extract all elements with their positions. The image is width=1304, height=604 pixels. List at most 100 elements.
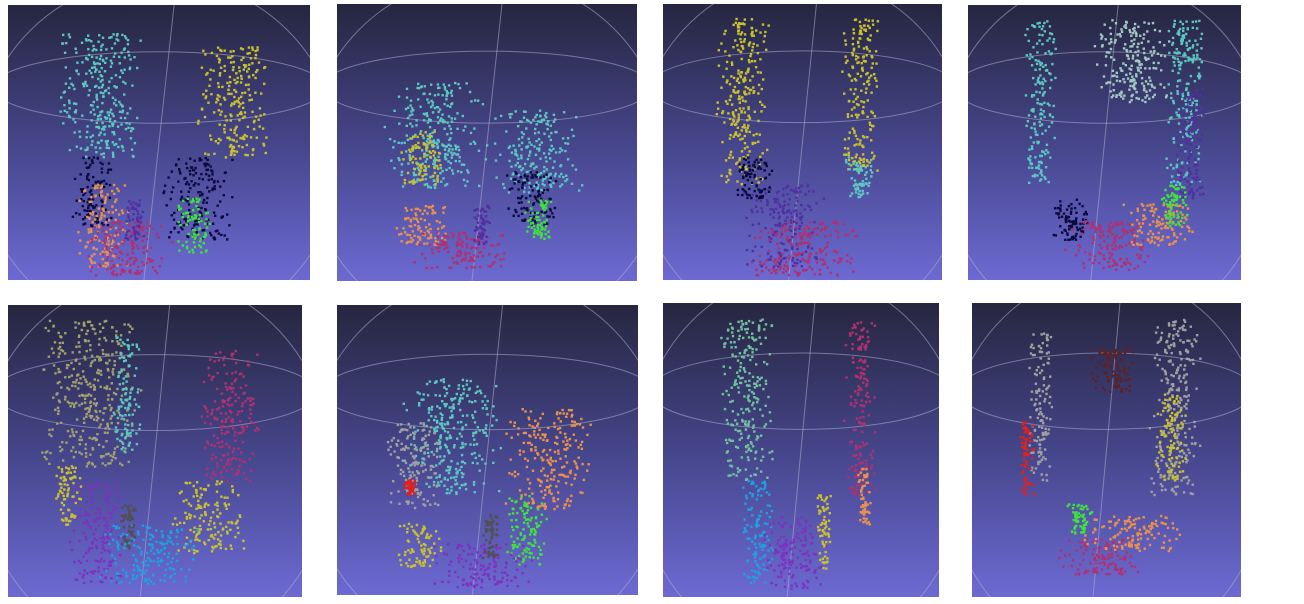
point [138, 222, 142, 225]
point [1081, 218, 1085, 221]
point [231, 147, 234, 151]
point [763, 105, 766, 108]
point [79, 188, 83, 191]
point [728, 54, 731, 57]
point [1191, 176, 1195, 180]
point [1112, 58, 1116, 61]
point [740, 111, 743, 114]
point [424, 131, 427, 134]
point [1059, 200, 1062, 203]
point [1103, 239, 1106, 243]
point [421, 178, 424, 181]
point [397, 157, 400, 160]
point [189, 173, 192, 176]
point [119, 222, 122, 225]
point [473, 239, 476, 242]
point [92, 44, 95, 48]
point [101, 128, 104, 131]
point [1169, 201, 1172, 204]
point [1163, 55, 1167, 58]
point [1170, 92, 1173, 95]
point [859, 25, 862, 28]
point [429, 105, 433, 109]
point [434, 243, 438, 246]
point [460, 242, 463, 245]
point [755, 268, 758, 271]
point [1195, 89, 1199, 92]
point [1170, 227, 1173, 230]
point [97, 125, 100, 129]
point [101, 253, 104, 256]
point [544, 175, 547, 178]
point [853, 179, 857, 182]
point [868, 161, 871, 164]
point [464, 184, 467, 187]
point [443, 102, 446, 106]
sphere-meridian [471, 4, 503, 281]
point [520, 141, 524, 145]
sphere-equator [337, 50, 637, 124]
point [92, 436, 95, 440]
point [1149, 230, 1152, 233]
point [95, 419, 99, 422]
point [1131, 54, 1135, 57]
point [442, 177, 445, 180]
point [1191, 46, 1194, 49]
point [96, 156, 99, 160]
point [258, 125, 261, 128]
point [545, 168, 548, 171]
point [871, 23, 875, 26]
point [1067, 225, 1071, 228]
point [254, 115, 258, 118]
point [858, 160, 861, 163]
point [766, 252, 770, 255]
point [849, 194, 852, 198]
point [213, 400, 217, 403]
point [476, 214, 480, 217]
point [455, 244, 459, 248]
point [540, 171, 543, 175]
point [117, 375, 120, 379]
point [1146, 204, 1149, 207]
point [793, 232, 797, 236]
point [761, 195, 765, 198]
point [1171, 212, 1174, 215]
point [1142, 214, 1145, 217]
point [1166, 166, 1169, 170]
point [1172, 232, 1176, 235]
point [224, 115, 227, 118]
point [124, 447, 127, 450]
point [1142, 37, 1145, 40]
point [415, 242, 419, 246]
point [102, 92, 105, 95]
point [716, 101, 719, 104]
point [422, 136, 425, 140]
point [1029, 136, 1032, 139]
point [414, 173, 418, 177]
point [870, 124, 874, 128]
point [763, 188, 766, 191]
point [1189, 58, 1193, 61]
point [539, 199, 542, 202]
point [1059, 225, 1062, 228]
point [254, 57, 257, 60]
point [216, 418, 219, 421]
point [1138, 229, 1141, 232]
point [1168, 215, 1171, 218]
point [450, 232, 453, 235]
point [239, 136, 242, 140]
point [237, 97, 241, 100]
point [1195, 109, 1198, 112]
point [1131, 223, 1134, 226]
point [1195, 145, 1199, 149]
point [198, 157, 201, 160]
point [202, 49, 205, 52]
point [413, 135, 416, 138]
point [1176, 85, 1179, 88]
point [96, 355, 99, 358]
point [442, 225, 446, 228]
point [566, 142, 570, 145]
point [43, 368, 46, 371]
point [185, 240, 188, 244]
point [238, 66, 241, 69]
